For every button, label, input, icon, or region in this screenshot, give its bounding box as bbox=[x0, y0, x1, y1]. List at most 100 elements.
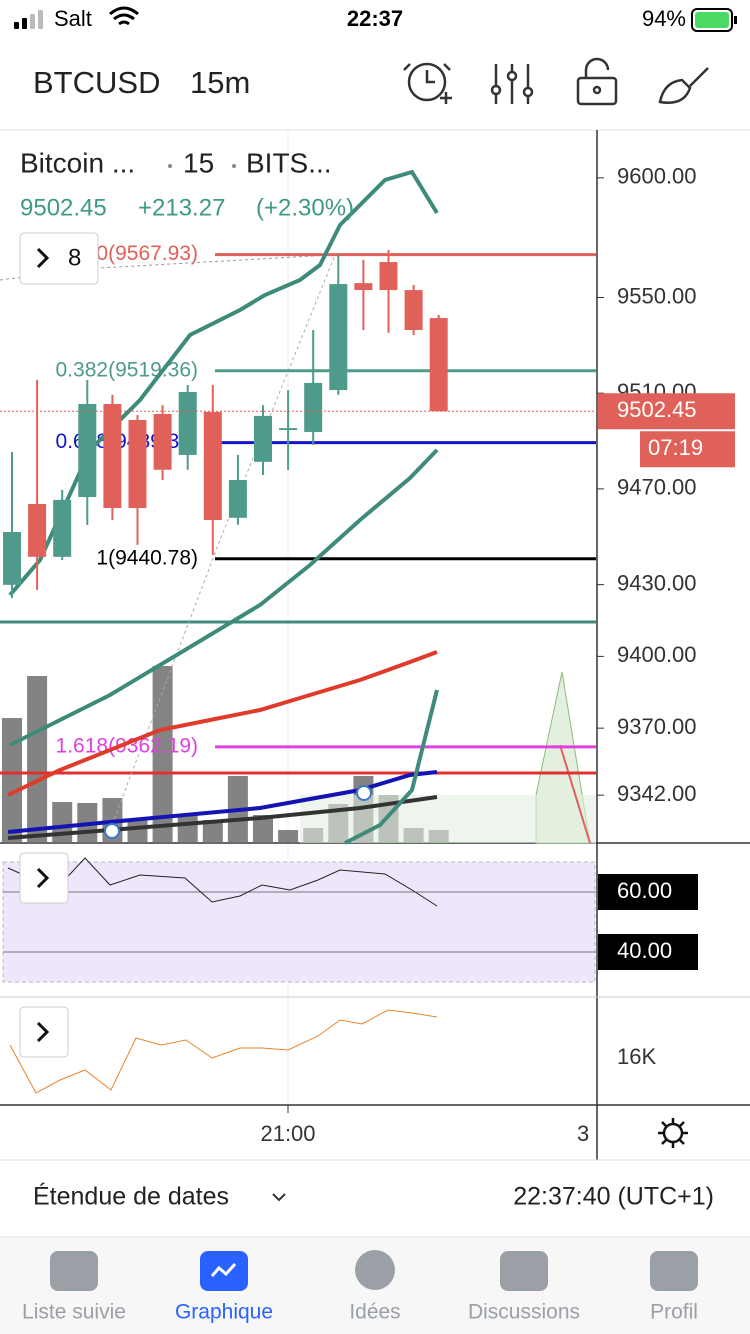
chevron bbox=[36, 1021, 50, 1043]
indicators-icon[interactable] bbox=[490, 64, 534, 104]
date-range[interactable]: Étendue de dates bbox=[33, 1182, 229, 1211]
signal-marker bbox=[356, 785, 372, 801]
tab-glyph bbox=[210, 1262, 237, 1277]
volume-bar bbox=[27, 676, 48, 843]
candle-body bbox=[178, 391, 197, 455]
volume-button[interactable] bbox=[19, 1006, 69, 1058]
battery-tip bbox=[734, 16, 737, 24]
y-tick-label: 40.00 bbox=[617, 938, 672, 963]
candle-body bbox=[78, 403, 97, 498]
signal bbox=[22, 18, 27, 29]
lock-icon[interactable] bbox=[576, 57, 618, 106]
tab-icon bbox=[500, 1251, 548, 1291]
fib-label: 1.618(9362.19) bbox=[56, 734, 198, 757]
tab-label: Profil bbox=[650, 1301, 698, 1324]
y-tick-label: 9342.00 bbox=[617, 781, 697, 806]
candle-body bbox=[153, 414, 172, 470]
time-label: 21:00 bbox=[260, 1121, 315, 1146]
volume-bar bbox=[177, 815, 198, 843]
tab-icon bbox=[650, 1251, 698, 1291]
tab[interactable]: Profil bbox=[650, 1251, 698, 1324]
separator bbox=[168, 164, 172, 168]
button-bg bbox=[19, 852, 69, 904]
signal-marker bbox=[104, 823, 120, 839]
settings-icon[interactable] bbox=[658, 1118, 688, 1148]
fib-trend bbox=[0, 254, 331, 281]
indicator-count: 8 bbox=[68, 244, 81, 271]
indicators-button[interactable]: 8 bbox=[19, 232, 99, 285]
symbol[interactable]: BTCUSD bbox=[33, 65, 160, 100]
button-bg bbox=[19, 232, 99, 285]
fib-label: 0.382(9519.36) bbox=[56, 358, 198, 381]
legend-exchange: BITS... bbox=[246, 147, 332, 178]
band-extension bbox=[344, 689, 439, 845]
tab[interactable]: Idées bbox=[349, 1250, 401, 1324]
alert-icon[interactable] bbox=[403, 62, 452, 104]
last-price-bg bbox=[598, 393, 735, 430]
moving-average bbox=[7, 650, 438, 797]
volume-bar bbox=[127, 820, 148, 843]
rsi-label-bg bbox=[598, 934, 698, 971]
status-bar: Salt 22:37 94% bbox=[14, 6, 737, 32]
dropdown-icon bbox=[272, 1193, 286, 1202]
tab[interactable]: Graphique bbox=[175, 1251, 273, 1324]
candles bbox=[3, 249, 448, 598]
fib-label: 1(9440.78) bbox=[96, 546, 198, 569]
candle-body bbox=[53, 499, 72, 557]
legend-interval: 15 bbox=[183, 147, 214, 178]
legend-last: 9502.45 bbox=[20, 194, 107, 221]
tab-label: Graphique bbox=[175, 1301, 273, 1324]
tabs: Liste suivie Graphique Idées Discussions Pro… bbox=[22, 1250, 698, 1324]
candle-body bbox=[379, 262, 398, 291]
candle-body bbox=[103, 403, 122, 509]
candle-body bbox=[304, 382, 323, 432]
volume-bar bbox=[253, 815, 273, 843]
carrier: Salt bbox=[54, 6, 92, 31]
moving-average bbox=[7, 795, 438, 840]
rsi-button[interactable] bbox=[19, 852, 69, 904]
candle-body bbox=[128, 419, 147, 509]
y-tick-label: 9400.00 bbox=[617, 642, 697, 667]
button-bg bbox=[19, 1006, 69, 1058]
tab-icon bbox=[50, 1251, 98, 1291]
last-price-label: 9502.45 bbox=[617, 397, 697, 422]
price-axis: 9600.009550.009510.009470.009430.009400.… bbox=[597, 164, 735, 806]
volume-bar bbox=[52, 802, 73, 843]
rsi-label-bg bbox=[598, 874, 698, 911]
interval[interactable]: 15m bbox=[190, 65, 250, 100]
countdown-bg bbox=[640, 431, 735, 468]
signal bbox=[14, 22, 19, 29]
wifi bbox=[109, 6, 139, 26]
clock: 22:37 bbox=[347, 6, 403, 31]
chevron bbox=[36, 247, 50, 269]
rsi-axis: 60.00 40.00 bbox=[3, 874, 698, 971]
volume-bar bbox=[278, 830, 299, 843]
tab-label: Idées bbox=[349, 1301, 400, 1324]
candle-body bbox=[228, 480, 247, 518]
cloud bbox=[300, 795, 596, 843]
candle-body bbox=[404, 290, 423, 331]
rsi-band bbox=[2, 861, 596, 983]
battery-level: 94% bbox=[642, 6, 686, 31]
tab-label: Discussions bbox=[468, 1301, 580, 1324]
y-tick-label: 9370.00 bbox=[617, 714, 697, 739]
projection bbox=[559, 744, 591, 844]
tab[interactable]: Liste suivie bbox=[22, 1251, 126, 1324]
time-label: 3 bbox=[577, 1121, 589, 1146]
volume-line bbox=[9, 1009, 438, 1094]
fib-label: 0.618(9489.35) bbox=[56, 430, 198, 453]
separator bbox=[232, 164, 236, 168]
volume-bar bbox=[202, 820, 223, 843]
y-tick-label: 60.00 bbox=[617, 878, 672, 903]
header-icons bbox=[403, 57, 709, 106]
candle-body bbox=[354, 283, 373, 291]
draw-icon[interactable] bbox=[658, 67, 709, 104]
rsi-line bbox=[7, 857, 438, 907]
y-tick-label: 9430.00 bbox=[617, 570, 697, 595]
tab[interactable]: Discussions bbox=[468, 1251, 580, 1324]
y-tick-label: 9470.00 bbox=[617, 475, 697, 500]
timezone-clock[interactable]: 22:37:40 (UTC+1) bbox=[513, 1183, 714, 1211]
candle-body bbox=[329, 284, 348, 391]
volume-bar bbox=[2, 718, 22, 843]
